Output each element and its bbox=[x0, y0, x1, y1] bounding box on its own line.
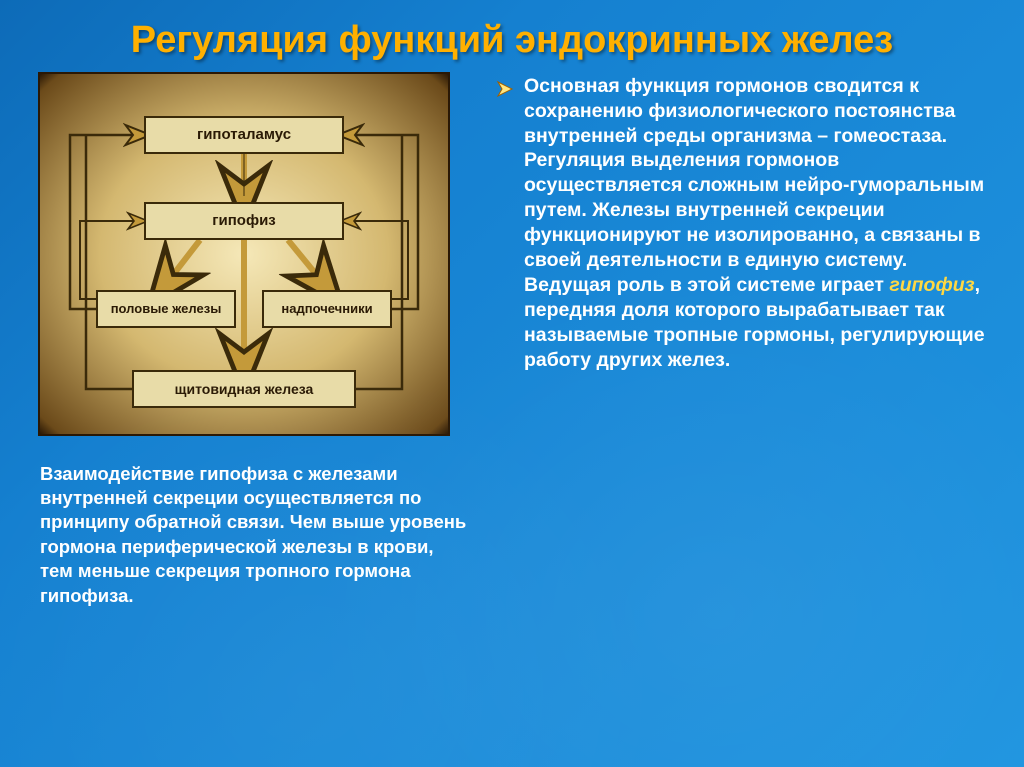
bullet-icon bbox=[496, 80, 514, 98]
diagram-caption: Взаимодействие гипофиза с железами внутр… bbox=[40, 462, 468, 608]
box-pituitary: гипофиз bbox=[144, 202, 344, 240]
box-hypothalamus: гипоталамус bbox=[144, 116, 344, 154]
slide-title: Регуляция функций эндокринных желез bbox=[0, 0, 1024, 74]
box-adrenals: надпочечники bbox=[262, 290, 392, 328]
body-text: Основная функция гормонов сводится к сох… bbox=[524, 74, 994, 373]
content-area: гипоталамус гипофиз половые железы надпо… bbox=[0, 74, 1024, 608]
box-thyroid: щитовидная железа bbox=[132, 370, 356, 408]
left-column: гипоталамус гипофиз половые железы надпо… bbox=[40, 74, 468, 608]
box-gonads: половые железы bbox=[96, 290, 236, 328]
body-text-before: Основная функция гормонов сводится к сох… bbox=[524, 75, 984, 297]
highlight-word: гипофиз bbox=[889, 274, 974, 296]
right-column: Основная функция гормонов сводится к сох… bbox=[496, 74, 994, 608]
bullet-block: Основная функция гормонов сводится к сох… bbox=[496, 74, 994, 373]
diagram-container: гипоталамус гипофиз половые железы надпо… bbox=[40, 74, 448, 434]
